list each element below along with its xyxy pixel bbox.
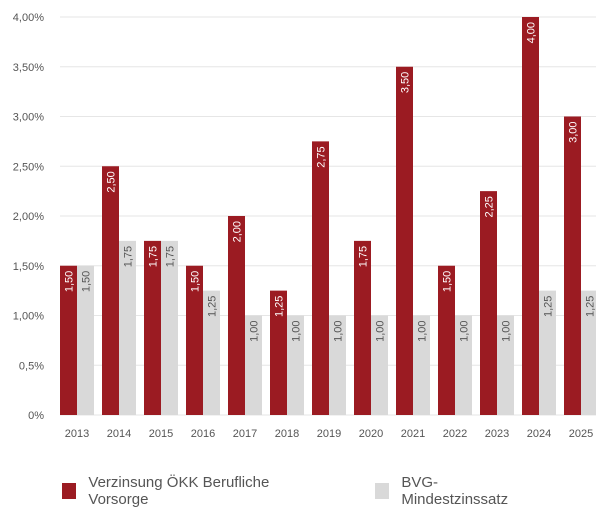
data-label: 1,75 <box>165 246 177 267</box>
bar-oekk-2014 <box>102 166 119 415</box>
y-tick-label: 0% <box>28 410 44 422</box>
x-tick-label: 2014 <box>107 428 131 440</box>
data-label: 2,00 <box>232 221 244 242</box>
x-tick-label: 2013 <box>65 428 89 440</box>
data-label: 2,75 <box>316 146 328 167</box>
data-label: 1,25 <box>543 296 555 317</box>
data-label: 1,25 <box>585 296 596 317</box>
x-tick-label: 2018 <box>275 428 299 440</box>
data-label: 1,00 <box>459 321 471 342</box>
legend-item-oekk: Verzinsung ÖKK Berufliche Vorsorge <box>62 474 309 508</box>
x-tick-label: 2025 <box>569 428 593 440</box>
data-label: 2,25 <box>484 196 496 217</box>
data-label: 1,00 <box>291 321 303 342</box>
data-label: 1,00 <box>375 321 387 342</box>
legend-swatch-oekk <box>62 483 76 499</box>
bar-oekk-2025 <box>564 117 581 416</box>
y-tick-label: 1,00% <box>13 311 44 323</box>
bar-chart: 0% 0,5% 1,00% 1,50% 2,00% 2,50% 3,00% 3,50% 4,00… <box>0 0 596 495</box>
data-label: 1,00 <box>501 321 513 342</box>
y-tick-label: 0,5% <box>19 360 44 372</box>
x-tick-label: 2020 <box>359 428 383 440</box>
data-label: 1,00 <box>417 321 429 342</box>
x-tick-label: 2019 <box>317 428 341 440</box>
y-tick-label: 4,00% <box>13 12 44 24</box>
y-tick-label: 3,00% <box>13 112 44 124</box>
data-label: 1,50 <box>190 271 202 292</box>
x-tick-label: 2022 <box>443 428 467 440</box>
data-label: 1,75 <box>123 246 135 267</box>
legend-swatch-bvg <box>375 483 389 499</box>
data-label: 3,50 <box>400 72 412 93</box>
bar-oekk-2021 <box>396 67 413 415</box>
data-label: 1,75 <box>148 246 160 267</box>
data-label: 1,25 <box>207 296 219 317</box>
x-tick-label: 2023 <box>485 428 509 440</box>
y-tick-label: 2,50% <box>13 161 44 173</box>
y-tick-label: 1,50% <box>13 261 44 273</box>
bar-oekk-2017 <box>228 216 245 415</box>
data-label: 1,00 <box>249 321 261 342</box>
data-label: 1,50 <box>442 271 454 292</box>
bar-oekk-2023 <box>480 191 497 415</box>
x-tick-label: 2016 <box>191 428 215 440</box>
x-axis: 2013 2014 2015 2016 2017 2018 2019 2020 2021 2022… <box>65 428 593 440</box>
x-tick-label: 2017 <box>233 428 257 440</box>
legend: Verzinsung ÖKK Berufliche Vorsorge BVG-M… <box>62 474 596 508</box>
data-label: 4,00 <box>526 22 538 43</box>
y-tick-label: 2,00% <box>13 211 44 223</box>
legend-label-oekk: Verzinsung ÖKK Berufliche Vorsorge <box>88 474 309 508</box>
bar-oekk-2024 <box>522 17 539 415</box>
data-label: 1,00 <box>333 321 345 342</box>
data-label: 2,50 <box>106 171 118 192</box>
legend-item-bvg: BVG-Mindestzinssatz <box>375 474 530 508</box>
y-tick-label: 3,50% <box>13 62 44 74</box>
data-label: 3,00 <box>568 122 580 143</box>
legend-label-bvg: BVG-Mindestzinssatz <box>401 474 530 508</box>
data-label: 1,50 <box>64 271 76 292</box>
x-tick-label: 2015 <box>149 428 173 440</box>
y-axis: 0% 0,5% 1,00% 1,50% 2,00% 2,50% 3,00% 3,50% 4,00… <box>13 12 44 422</box>
bar-oekk-2019 <box>312 141 329 415</box>
data-label: 1,25 <box>274 296 286 317</box>
x-tick-label: 2024 <box>527 428 551 440</box>
data-label: 1,75 <box>358 246 370 267</box>
x-tick-label: 2021 <box>401 428 425 440</box>
data-label: 1,50 <box>81 271 93 292</box>
